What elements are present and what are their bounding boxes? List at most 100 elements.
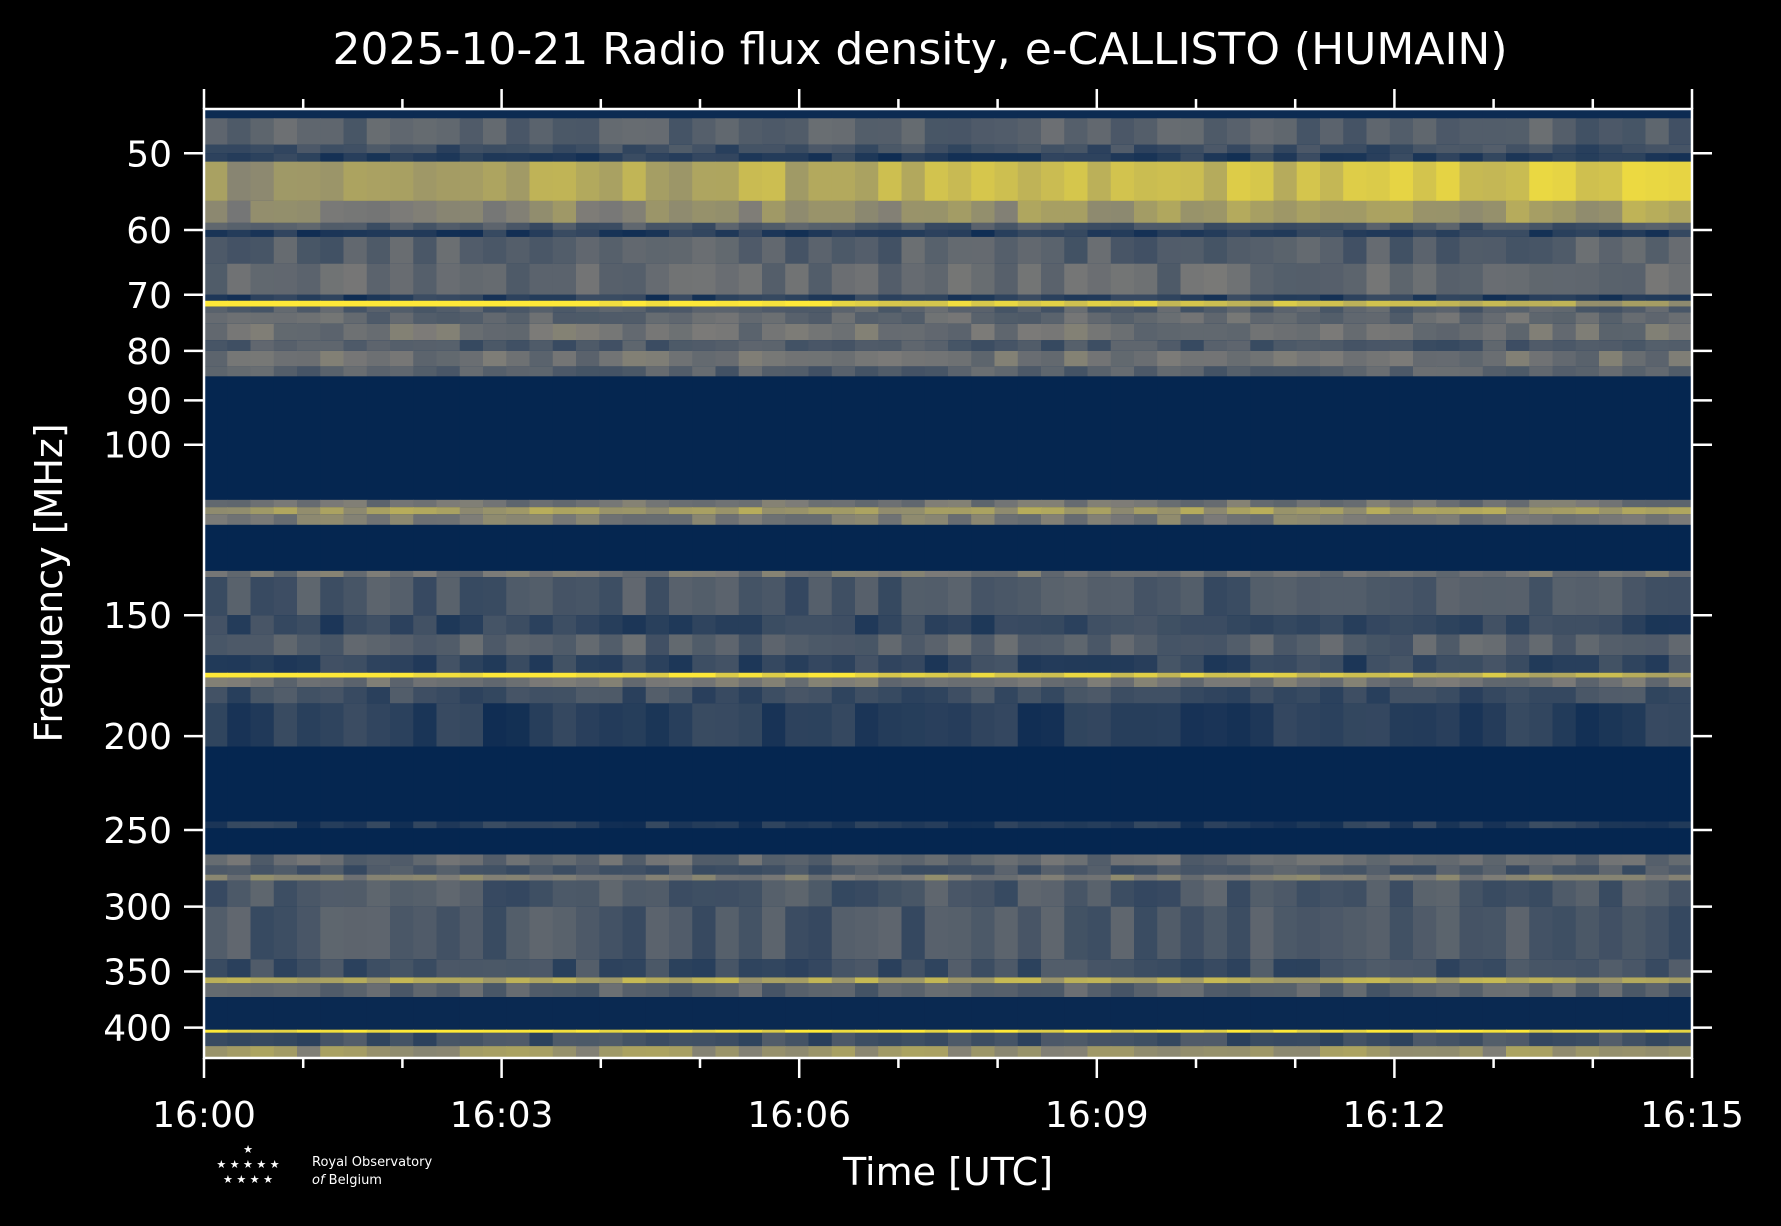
heatmap-cell xyxy=(994,703,1019,747)
heatmap-cell xyxy=(1064,376,1089,500)
heatmap-cell xyxy=(948,983,972,998)
heatmap-cell xyxy=(1180,236,1205,264)
heatmap-cell xyxy=(1459,263,1484,295)
heatmap-cell xyxy=(645,236,670,264)
heatmap-cell xyxy=(1110,677,1135,688)
heatmap-cell xyxy=(855,577,879,616)
heatmap-cell xyxy=(1599,350,1623,367)
heatmap-cell xyxy=(1110,200,1135,223)
heatmap-cell xyxy=(692,703,717,747)
heatmap-cell xyxy=(320,507,345,515)
heatmap-cell xyxy=(204,499,228,508)
heatmap-cell xyxy=(855,687,879,704)
heatmap-cell xyxy=(831,906,856,960)
heatmap-cell xyxy=(1459,312,1484,324)
heatmap-cell xyxy=(1250,880,1275,907)
heatmap-cell xyxy=(413,634,438,656)
heatmap-cell xyxy=(227,1029,252,1033)
heatmap-cell xyxy=(1227,514,1251,525)
heatmap-cell xyxy=(1180,350,1205,367)
heatmap-cell xyxy=(878,161,903,201)
heatmap-cell xyxy=(343,222,368,230)
heatmap-cell xyxy=(599,570,624,578)
heatmap-cell xyxy=(1575,323,1600,341)
heatmap-cell xyxy=(1041,655,1065,673)
heatmap-cell xyxy=(529,997,554,1030)
heatmap-cell xyxy=(459,144,484,154)
heatmap-cell xyxy=(390,1029,414,1033)
heatmap-cell xyxy=(1389,524,1414,571)
heatmap-cell xyxy=(1227,340,1251,351)
heatmap-cell xyxy=(878,687,903,704)
heatmap-cell xyxy=(1436,222,1461,230)
heatmap-cell xyxy=(762,615,786,635)
heatmap-cell xyxy=(436,997,461,1030)
heatmap-cell xyxy=(1622,997,1647,1030)
heatmap-cell xyxy=(1552,959,1577,978)
heatmap-cell xyxy=(1320,687,1344,704)
heatmap-cell xyxy=(436,161,461,201)
heatmap-cell xyxy=(273,959,298,978)
heatmap-cell xyxy=(645,366,670,377)
heatmap-cell xyxy=(994,153,1019,162)
heatmap-cell xyxy=(390,634,414,656)
heatmap-cell xyxy=(1459,655,1484,673)
heatmap-cell xyxy=(227,524,252,571)
heatmap-cell xyxy=(785,350,810,367)
heatmap-cell xyxy=(1645,350,1670,367)
heatmap-cell xyxy=(227,821,252,829)
heatmap-cell xyxy=(669,615,693,635)
heatmap-cell xyxy=(1064,687,1089,704)
heatmap-cell xyxy=(204,865,228,875)
heatmap-cell xyxy=(1320,236,1344,264)
heatmap-cell xyxy=(855,874,879,881)
heatmap-cell xyxy=(1087,880,1112,907)
heatmap-cell xyxy=(1668,577,1692,616)
heatmap-cell xyxy=(273,634,298,656)
heatmap-cell xyxy=(1157,153,1182,162)
heatmap-cell xyxy=(762,306,786,313)
heatmap-cell xyxy=(924,263,949,295)
heatmap-cell xyxy=(1599,312,1623,324)
heatmap-cell xyxy=(831,499,856,508)
heatmap-cell xyxy=(715,634,740,656)
heatmap-cell xyxy=(1227,821,1251,829)
heatmap-cell xyxy=(762,880,786,907)
heatmap-cell xyxy=(599,118,624,145)
heatmap-cell xyxy=(529,161,554,201)
heatmap-cell xyxy=(785,294,810,301)
heatmap-cell xyxy=(413,703,438,747)
heatmap-cell xyxy=(1436,1032,1461,1047)
heatmap-cell xyxy=(1668,655,1692,673)
heatmap-cell xyxy=(948,306,972,313)
heatmap-cell xyxy=(994,300,1019,307)
heatmap-cell xyxy=(1599,222,1623,230)
heatmap-cell xyxy=(390,821,414,829)
heatmap-cell xyxy=(1087,983,1112,998)
heatmap-cell xyxy=(366,677,391,688)
heatmap-cell xyxy=(599,1032,624,1047)
heatmap-cell xyxy=(1599,200,1623,223)
heatmap-cell xyxy=(1227,672,1251,678)
heatmap-cell xyxy=(1180,229,1205,237)
heatmap-cell xyxy=(1575,161,1600,201)
heatmap-cell xyxy=(297,366,321,377)
heatmap-cell xyxy=(599,865,624,875)
heatmap-cell xyxy=(645,1046,670,1058)
heatmap-cell xyxy=(529,263,554,295)
heatmap-cell xyxy=(483,323,507,341)
heatmap-cell xyxy=(901,874,926,881)
heatmap-cell xyxy=(1459,615,1484,635)
heatmap-cell xyxy=(459,323,484,341)
heatmap-cell xyxy=(1320,677,1344,688)
heatmap-cell xyxy=(1622,821,1647,829)
heatmap-cell xyxy=(1552,821,1577,829)
heatmap-cell xyxy=(1575,200,1600,223)
heatmap-cell xyxy=(645,294,670,301)
heatmap-cell xyxy=(1227,865,1251,875)
heatmap-cell xyxy=(692,874,717,881)
heatmap-cell xyxy=(1227,350,1251,367)
heatmap-cell xyxy=(1599,294,1623,301)
heatmap-cell xyxy=(1110,983,1135,998)
heatmap-cell xyxy=(1552,236,1577,264)
